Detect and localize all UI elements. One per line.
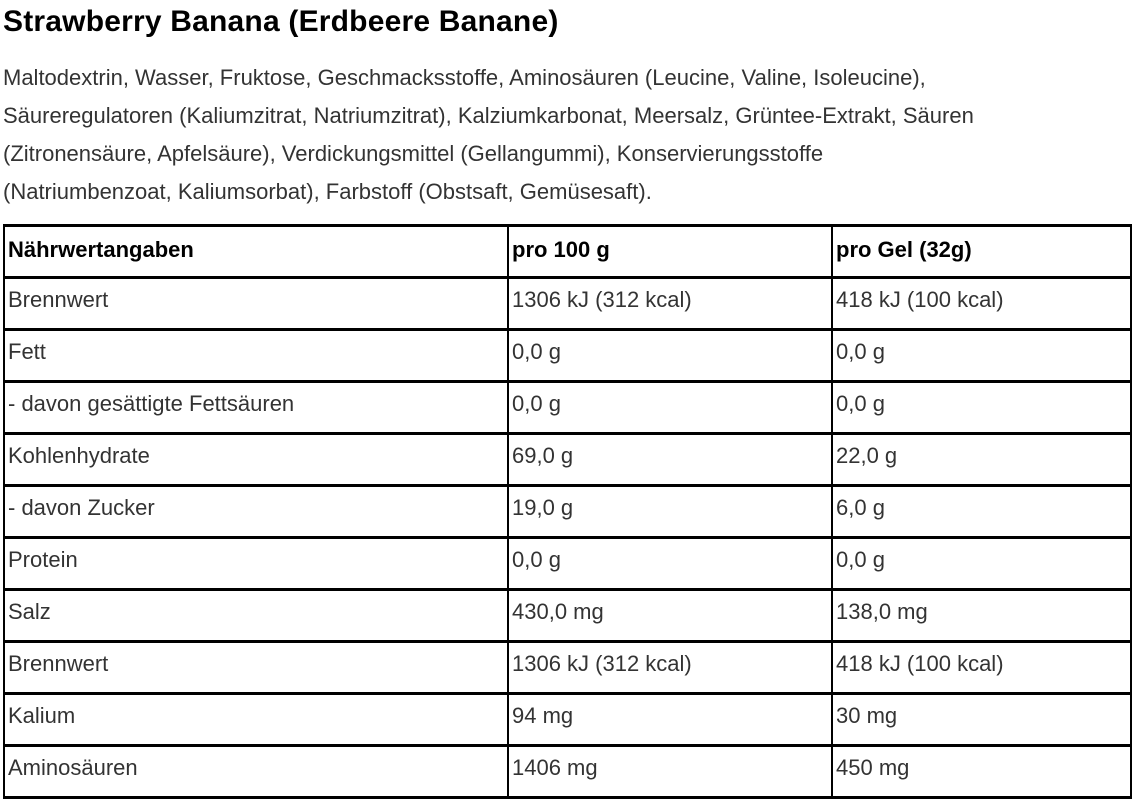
header-per-100g-column: pro 100 g [507,224,833,279]
nutrient-label: Brennwert [3,276,509,331]
table-row: Kalium 94 mg 30 mg [3,692,1132,747]
per-100g-value: 1306 kJ (312 kcal) [507,640,833,695]
nutrient-label: - davon Zucker [3,484,509,539]
nutrient-label: Protein [3,536,509,591]
page-title: Strawberry Banana (Erdbeere Banane) [3,5,559,38]
table-row: Fett 0,0 g 0,0 g [3,328,1132,383]
per-100g-value: 1406 mg [507,744,833,799]
per-gel-value: 418 kJ (100 kcal) [831,640,1132,695]
nutrient-label: Fett [3,328,509,383]
table-row: Salz 430,0 mg 138,0 mg [3,588,1132,643]
per-100g-value: 0,0 g [507,380,833,435]
per-gel-value: 0,0 g [831,328,1132,383]
per-gel-value: 450 mg [831,744,1132,799]
nutrient-label: Kalium [3,692,509,747]
nutrition-table: Nährwertangaben pro 100 g pro Gel (32g) … [3,224,1132,799]
nutrient-label: Aminosäuren [3,744,509,799]
per-100g-value: 0,0 g [507,328,833,383]
per-gel-value: 22,0 g [831,432,1132,487]
table-row: - davon Zucker 19,0 g 6,0 g [3,484,1132,539]
header-nutrient-column: Nährwertangaben [3,224,509,279]
per-100g-value: 94 mg [507,692,833,747]
table-row: Protein 0,0 g 0,0 g [3,536,1132,591]
nutrient-label: Salz [3,588,509,643]
table-row: - davon gesättigte Fettsäuren 0,0 g 0,0 … [3,380,1132,435]
table-row: Brennwert 1306 kJ (312 kcal) 418 kJ (100… [3,640,1132,695]
per-gel-value: 418 kJ (100 kcal) [831,276,1132,331]
table-row: Brennwert 1306 kJ (312 kcal) 418 kJ (100… [3,276,1132,331]
nutrient-label: - davon gesättigte Fettsäuren [3,380,509,435]
nutrient-label: Kohlenhydrate [3,432,509,487]
nutrient-label: Brennwert [3,640,509,695]
per-100g-value: 1306 kJ (312 kcal) [507,276,833,331]
per-100g-value: 69,0 g [507,432,833,487]
per-gel-value: 0,0 g [831,536,1132,591]
table-header-row: Nährwertangaben pro 100 g pro Gel (32g) [3,224,1132,279]
table-row: Aminosäuren 1406 mg 450 mg [3,744,1132,799]
per-gel-value: 138,0 mg [831,588,1132,643]
per-100g-value: 0,0 g [507,536,833,591]
per-gel-value: 30 mg [831,692,1132,747]
per-gel-value: 0,0 g [831,380,1132,435]
per-100g-value: 430,0 mg [507,588,833,643]
per-gel-value: 6,0 g [831,484,1132,539]
ingredients-text: Maltodextrin, Wasser, Fruktose, Geschmac… [3,65,974,204]
header-per-gel-column: pro Gel (32g) [831,224,1132,279]
per-100g-value: 19,0 g [507,484,833,539]
table-row: Kohlenhydrate 69,0 g 22,0 g [3,432,1132,487]
